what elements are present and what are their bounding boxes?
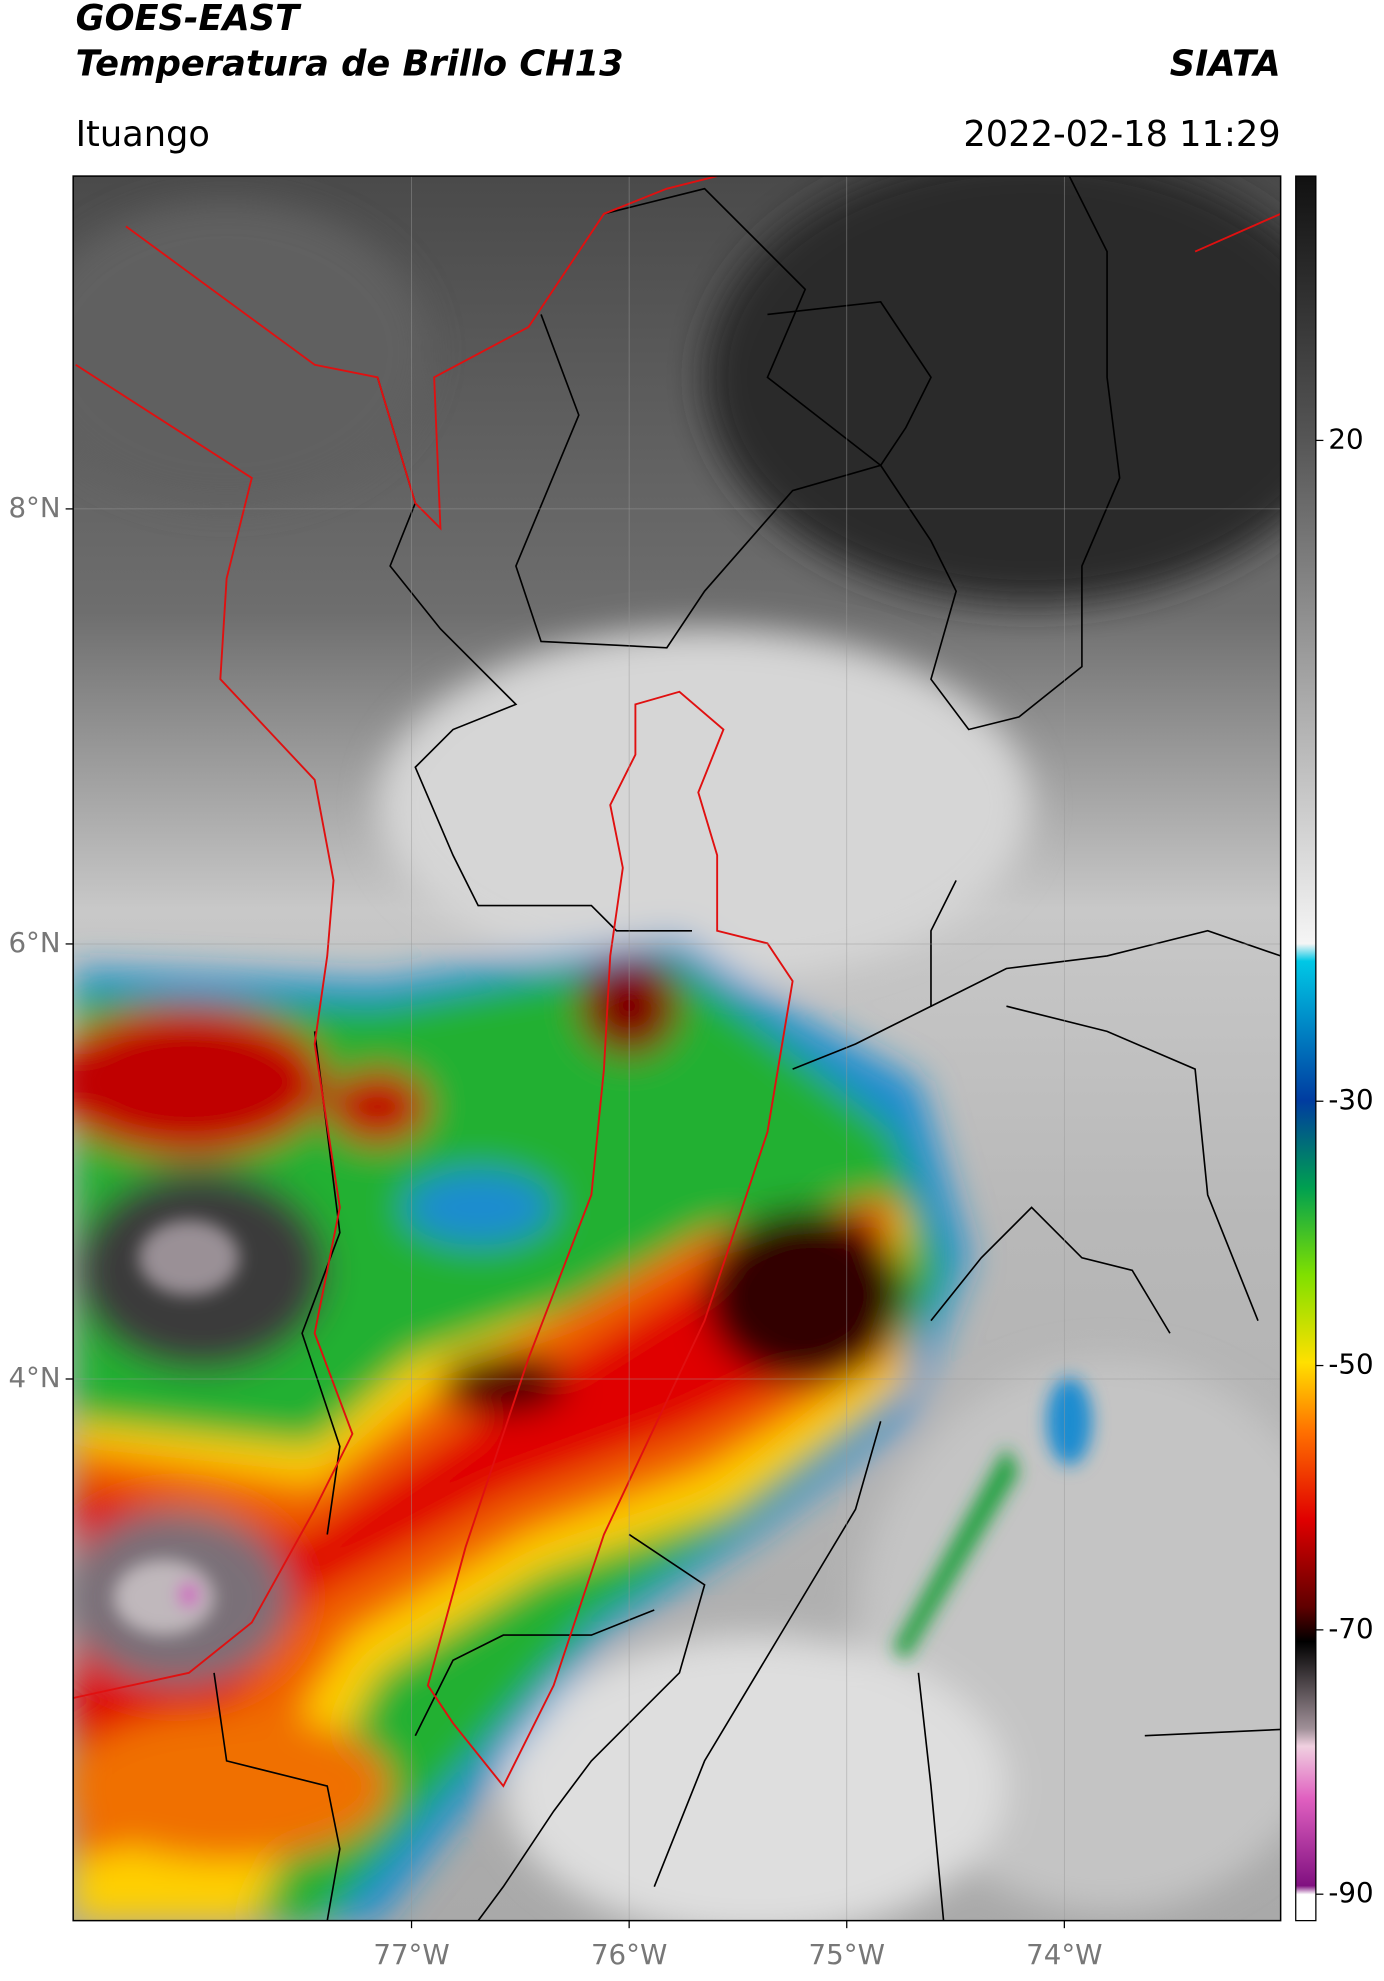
lon-tick-label: 75°W — [809, 1938, 885, 1971]
lat-tick-label: 4°N — [8, 1361, 60, 1394]
colorbar — [1295, 175, 1317, 1922]
region: Ituango — [76, 114, 210, 155]
source: SIATA — [1170, 43, 1281, 84]
satellite-image — [73, 176, 1281, 1921]
lat-tick-label: 8°N — [8, 491, 60, 524]
grid — [73, 176, 1281, 1921]
colorbar-tick-label: -90 — [1328, 1876, 1373, 1909]
colorbar-tick-label: -70 — [1328, 1612, 1373, 1645]
colorbar-tick-label: -30 — [1328, 1083, 1373, 1116]
map-frame — [72, 175, 1282, 1922]
title: GOES-EAST — [76, 0, 302, 39]
subtitle: Temperatura de Brillo CH13 — [76, 43, 624, 84]
colorbar-tick-label: -50 — [1328, 1348, 1373, 1381]
lon-tick-label: 76°W — [591, 1938, 667, 1971]
lat-tick-label: 6°N — [8, 926, 60, 959]
lon-tick-label: 74°W — [1026, 1938, 1102, 1971]
datetime: 2022-02-18 11:29 — [963, 114, 1280, 155]
lon-tick-label: 77°W — [373, 1938, 449, 1971]
colorbar-tick-label: 20 — [1328, 422, 1363, 455]
